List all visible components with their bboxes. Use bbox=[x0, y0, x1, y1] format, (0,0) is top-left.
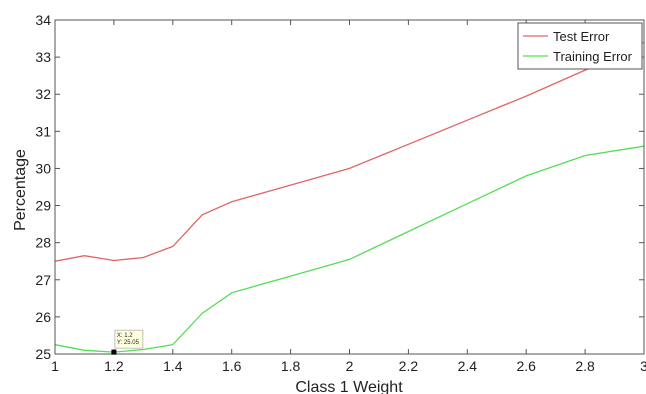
y-tick-label: 26 bbox=[35, 309, 51, 325]
y-tick-label: 29 bbox=[35, 198, 51, 214]
legend-box bbox=[517, 22, 643, 70]
x-tick-label: 2.2 bbox=[399, 358, 419, 374]
x-axis-title: Class 1 Weight bbox=[295, 379, 403, 394]
legend: Test Error Training Error bbox=[517, 22, 643, 70]
x-tick-label: 2.4 bbox=[458, 358, 478, 374]
x-tick-label: 1.6 bbox=[222, 358, 242, 374]
x-tick-label: 2 bbox=[346, 358, 354, 374]
y-tick-label: 33 bbox=[35, 49, 51, 65]
data-tip-y: Y: 25.05 bbox=[117, 340, 140, 346]
x-tick-label: 2.8 bbox=[575, 358, 595, 374]
y-tick-label: 30 bbox=[35, 160, 51, 176]
ticks-layer: 1 1.2 1.4 1.6 1.8 2 2.2 2.4 2.6 2.8 3 25 26 27 28 29 30 3… bbox=[35, 12, 646, 374]
series-line-1 bbox=[54, 145, 645, 353]
y-tick-label: 25 bbox=[35, 346, 51, 362]
legend-label-1: Training Error bbox=[553, 49, 633, 64]
legend-label-0: Test Error bbox=[553, 29, 610, 44]
x-tick-label: 3 bbox=[640, 358, 646, 374]
x-tick-label: 1 bbox=[51, 358, 59, 374]
data-tip-layer: X: 1.2Y: 25.05 bbox=[111, 329, 144, 355]
y-tick-label: 27 bbox=[35, 272, 51, 288]
y-tick-label: 34 bbox=[35, 12, 51, 28]
x-tick-label: 2.6 bbox=[516, 358, 536, 374]
y-tick-label: 31 bbox=[35, 123, 51, 139]
y-tick-label: 28 bbox=[35, 235, 51, 251]
y-axis-title: Percentage bbox=[12, 149, 29, 231]
series-line-0 bbox=[54, 41, 645, 262]
x-tick-label: 1.8 bbox=[281, 358, 301, 374]
data-tip-marker bbox=[111, 349, 117, 355]
x-tick-label: 1.4 bbox=[163, 358, 183, 374]
data-tip-box bbox=[114, 329, 144, 349]
y-tick-label: 32 bbox=[35, 86, 51, 102]
series-layer bbox=[54, 41, 645, 353]
data-tip-x: X: 1.2 bbox=[117, 333, 133, 339]
x-tick-label: 1.2 bbox=[104, 358, 124, 374]
